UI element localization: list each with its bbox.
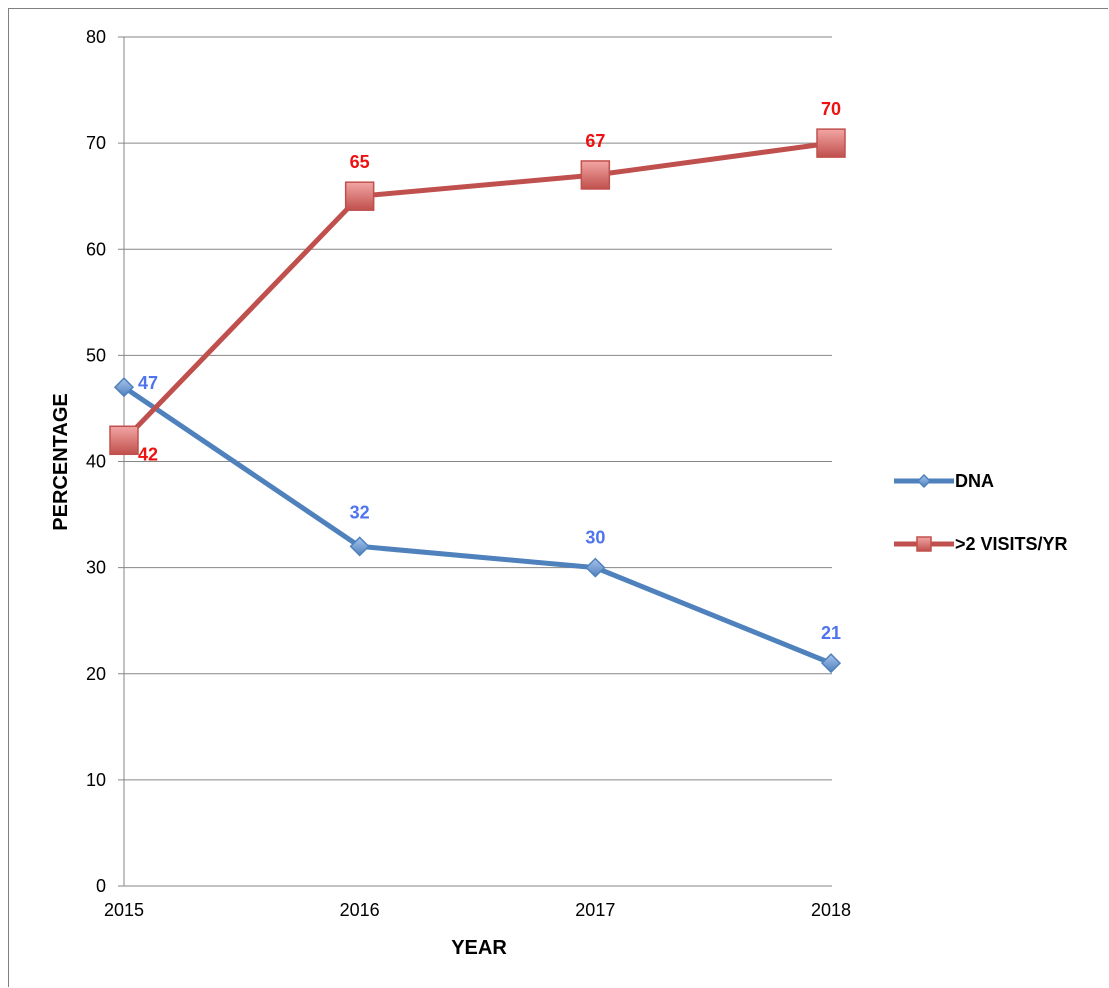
y-tick-label: 60 [86, 239, 106, 259]
data-point-marker [349, 536, 370, 557]
data-label: 42 [138, 444, 158, 464]
y-tick-label: 50 [86, 345, 106, 365]
data-label: 47 [138, 373, 158, 393]
data-label: 67 [585, 131, 605, 151]
y-tick-labels: 0 10 20 30 40 50 60 70 80 [86, 27, 106, 896]
gridlines [124, 36, 832, 781]
y-tick-label: 80 [86, 27, 106, 47]
data-point-marker [916, 536, 932, 552]
data-point-marker [820, 653, 842, 674]
x-tick-label: 2016 [340, 900, 380, 920]
series-layer [109, 128, 846, 674]
y-tick-label: 70 [86, 133, 106, 153]
data-label: 30 [585, 528, 605, 548]
axes [118, 36, 832, 887]
data-labels: 47 32 30 21 42 65 67 70 [138, 99, 841, 643]
series-line-visits [122, 140, 832, 443]
x-tick-label: 2018 [811, 900, 851, 920]
x-tick-labels: 2015 2016 2017 2018 [104, 900, 851, 920]
legend-label: DNA [955, 471, 994, 491]
legend: DNA >2 VISITS/YR [894, 471, 1068, 554]
series-line-dna [122, 385, 832, 666]
data-label: 21 [821, 623, 841, 643]
data-point-marker [580, 160, 611, 190]
y-tick-label: 40 [86, 452, 106, 472]
legend-label: >2 VISITS/YR [955, 534, 1068, 554]
y-axis-label: PERCENTAGE [50, 393, 72, 530]
y-tick-label: 30 [86, 558, 106, 578]
data-point-marker [585, 557, 606, 578]
x-tick-label: 2017 [575, 900, 615, 920]
data-point-marker [344, 181, 375, 211]
data-label: 70 [821, 99, 841, 119]
y-tick-label: 0 [96, 876, 106, 896]
data-label: 65 [350, 152, 370, 172]
data-point-marker [109, 425, 139, 456]
y-tick-label: 20 [86, 664, 106, 684]
data-point-marker [916, 473, 932, 489]
chart-frame [8, 8, 1108, 987]
y-tick-label: 10 [86, 770, 106, 790]
x-tick-label: 2015 [104, 900, 144, 920]
x-axis-label: YEAR [451, 937, 507, 959]
data-point-marker [816, 128, 846, 158]
data-label: 32 [350, 502, 370, 522]
data-point-marker [113, 377, 135, 398]
